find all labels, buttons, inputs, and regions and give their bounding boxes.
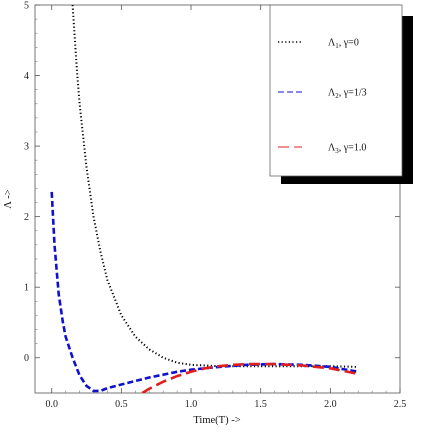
legend-box: [269, 4, 403, 177]
y-tick-label: 5: [24, 1, 29, 12]
x-tick-label: 2.5: [394, 399, 407, 410]
y-tick-label: 2: [24, 212, 29, 223]
plot-frame: [34, 4, 401, 394]
y-tick-label: 0: [24, 353, 29, 364]
legend-label-1: Λ1, γ=0: [328, 38, 359, 51]
legend-label-2: Λ2, γ=1/3: [328, 88, 367, 101]
series-line-3: [141, 362, 359, 393]
x-tick-label: 1.5: [254, 399, 267, 410]
series-lines: [50, 5, 359, 393]
y-axis-title: Λ ->: [3, 189, 14, 208]
series-line-2: [50, 191, 359, 393]
x-axis-title: Time(T) ->: [193, 415, 240, 426]
legend: Λ1, γ=0 Λ2, γ=1/3 Λ3, γ=1.0: [269, 4, 413, 184]
x-tick-label: 2.0: [324, 399, 337, 410]
y-tick-label: 3: [24, 142, 29, 153]
legend-label-3: Λ3, γ=1.0: [328, 143, 366, 156]
y-tick-label: 1: [24, 283, 29, 294]
x-tick-label: 1.0: [185, 399, 198, 410]
x-tick-label: 0.5: [115, 399, 128, 410]
series-line-1: [71, 5, 359, 368]
x-tick-label: 0.0: [45, 399, 58, 410]
y-tick-label: 4: [24, 71, 29, 82]
axis-ticks: 0.0 0.5 1.0 1.5 2.0 2.5 0 1 2 3 4 5: [24, 1, 406, 411]
